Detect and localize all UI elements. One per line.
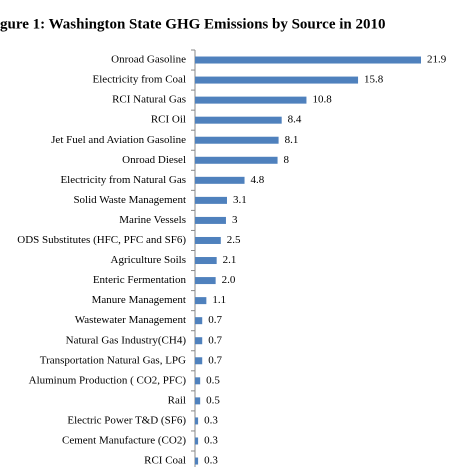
value-label: 8.4 <box>288 114 302 126</box>
value-label: 0.5 <box>206 374 220 386</box>
y-tick-label: Natural Gas Industry(CH4) <box>66 334 187 346</box>
y-tick-label: Aluminum Production ( CO2, PFC) <box>29 374 187 386</box>
bar <box>195 337 203 345</box>
bar <box>195 277 216 285</box>
y-tick-label: Electricity from Coal <box>93 74 186 86</box>
bar <box>195 236 221 244</box>
bar <box>195 96 307 104</box>
value-label: 8.1 <box>285 134 299 146</box>
bar <box>195 317 203 325</box>
y-tick-label: RCI Oil <box>151 114 186 126</box>
y-tick-label: ODS Substitutes (HFC, PFC and SF6) <box>17 234 186 246</box>
y-tick-label: Electricity from Natural Gas <box>60 174 186 186</box>
value-label: 1.1 <box>212 294 226 306</box>
bar <box>195 176 245 184</box>
value-label: 0.7 <box>208 334 222 346</box>
bar <box>195 437 199 445</box>
y-tick-label: Jet Fuel and Aviation Gasoline <box>51 134 186 146</box>
y-tick-label: RCI Coal <box>144 455 186 467</box>
value-label: 2.1 <box>223 254 237 266</box>
bar <box>195 156 278 164</box>
bar <box>195 457 199 465</box>
value-label: 0.3 <box>204 455 218 467</box>
y-tick-label: Wastewater Management <box>75 314 186 326</box>
value-label: 2.0 <box>222 274 236 286</box>
y-tick-label: Onroad Diesel <box>122 154 186 166</box>
y-tick-label: Rail <box>168 394 186 406</box>
value-label: 0.3 <box>204 414 218 426</box>
bar <box>195 56 421 64</box>
value-label: 15.8 <box>364 74 384 86</box>
value-label: 0.3 <box>204 435 218 447</box>
value-label: 3.1 <box>233 194 247 206</box>
y-tick-label: Onroad Gasoline <box>111 54 186 66</box>
y-tick-label: Marine Vessels <box>119 214 186 226</box>
bar <box>195 397 201 405</box>
value-label: 0.7 <box>208 354 222 366</box>
bar <box>195 196 227 204</box>
y-tick-label: Agriculture Soils <box>111 254 186 266</box>
bar <box>195 76 359 84</box>
value-label: 8 <box>284 154 290 166</box>
bar <box>195 297 207 305</box>
bar <box>195 116 282 124</box>
bar <box>195 136 279 144</box>
value-label: 10.8 <box>312 94 332 106</box>
chart-title: gure 1: Washington State GHG Emissions b… <box>0 16 385 32</box>
y-tick-label: Solid Waste Management <box>73 194 186 206</box>
value-label: 4.8 <box>251 174 265 186</box>
bar <box>195 377 201 385</box>
bar <box>195 417 199 425</box>
y-tick-label: RCI Natural Gas <box>112 94 186 106</box>
y-tick-label: Electric Power T&D (SF6) <box>67 414 186 426</box>
bar <box>195 216 226 224</box>
y-tick-label: Cement Manufacture (CO2) <box>62 435 186 447</box>
value-label: 0.5 <box>206 394 220 406</box>
bar <box>195 357 203 365</box>
value-label: 3 <box>232 214 238 226</box>
y-tick-label: Enteric Fermentation <box>93 274 187 286</box>
bar <box>195 257 217 265</box>
y-tick-label: Transportation Natural Gas, LPG <box>40 354 186 366</box>
y-tick-label: Manure Management <box>92 294 186 306</box>
value-label: 2.5 <box>227 234 241 246</box>
value-label: 21.9 <box>427 54 447 66</box>
value-label: 0.7 <box>208 314 222 326</box>
